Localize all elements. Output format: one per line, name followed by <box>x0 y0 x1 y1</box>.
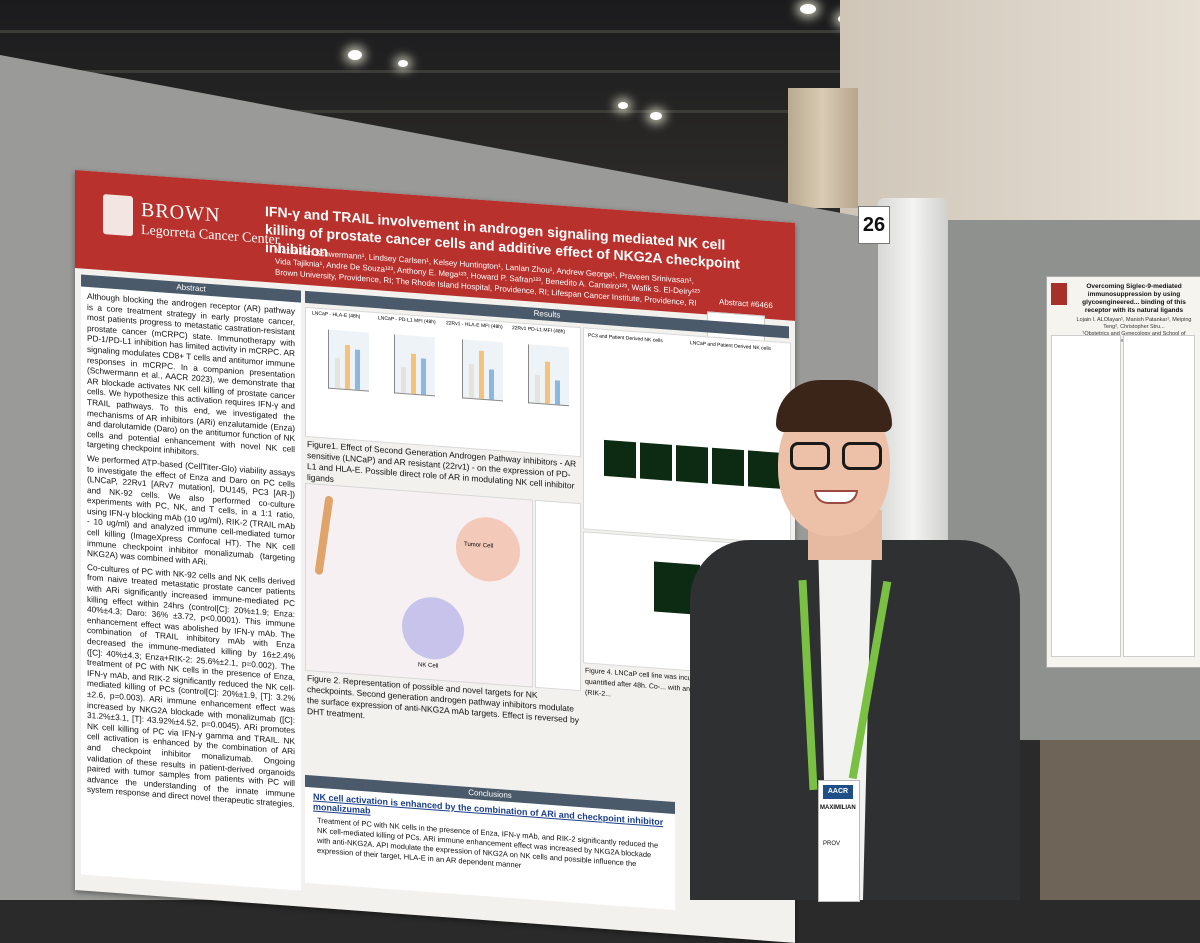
fig1-bar <box>355 349 360 390</box>
fig1-panel-title: LNCaP - PD-L1 MFI (48h) <box>378 315 436 326</box>
fig3-title: LNCaP and Patient Derived NK cells <box>690 340 772 353</box>
ceiling-light <box>618 102 628 109</box>
fig1-chart <box>528 344 569 407</box>
presenter: AACR MAXIMILIAN PROV <box>680 380 1040 902</box>
brown-shield-logo <box>103 194 133 237</box>
ceiling-beam <box>0 110 1200 113</box>
ceiling-beam <box>0 70 1200 73</box>
fig1-panel-title: LNCaP - HLA-E (48h) <box>312 310 361 320</box>
fig1-bar <box>545 361 550 404</box>
badge-affiliation: PROV <box>823 841 841 847</box>
neighbor-poster-text <box>1051 335 1121 657</box>
ceiling-beam <box>0 30 1200 33</box>
name-badge: AACR MAXIMILIAN PROV <box>818 780 860 902</box>
ceiling-light <box>398 60 408 67</box>
abstract-methods: We performed ATP-based (CellTiter-Glo) v… <box>87 452 295 568</box>
glasses-lens <box>790 442 830 470</box>
microscopy-image <box>640 442 672 481</box>
fig1-bar <box>469 363 474 399</box>
fig1-bar <box>421 358 426 395</box>
figure-3-side <box>535 499 581 692</box>
figure-1: LNCaP - HLA-E (48h) LNCaP - PD-L1 MFI (4… <box>305 306 581 458</box>
neighbor-poster-title: Overcoming Siglec-9-mediated immunosuppr… <box>1082 283 1186 314</box>
floor <box>1040 740 1200 900</box>
fig1-bar <box>345 344 350 390</box>
lanyard <box>798 579 892 791</box>
ceiling-light <box>348 50 362 60</box>
glasses-lens <box>842 442 882 470</box>
nk-cell-label: NK Cell <box>418 662 439 670</box>
fig1-panel-title: 22Rv1 PD-L1 MFI (48h) <box>512 325 566 335</box>
glasses-icon <box>790 442 886 472</box>
abstract-column: Abstract Although blocking the androgen … <box>81 274 301 891</box>
abstract-number: Abstract #6466 <box>719 297 773 311</box>
fig1-chart <box>462 339 503 402</box>
badge-name: MAXIMILIAN <box>820 805 856 811</box>
badge-org: AACR <box>823 785 853 799</box>
bone-icon <box>314 495 334 576</box>
fig1-bar <box>411 353 416 395</box>
university-shield-logo <box>1051 283 1067 305</box>
conclusions-box: Conclusions NK cell activation is enhanc… <box>305 774 675 911</box>
neighbor-poster-figures <box>1123 335 1195 657</box>
fig3-title: PC3 and Patient Derived NK cells <box>588 332 663 345</box>
fig1-bar <box>479 350 484 400</box>
neighbor-poster: Overcoming Siglec-9-mediated immunosuppr… <box>1046 276 1200 668</box>
pillar <box>788 88 858 208</box>
fig1-chart <box>394 334 435 397</box>
figure-2: Tumor Cell NK Cell <box>305 482 533 688</box>
fig1-bar <box>401 366 406 394</box>
fig1-bar <box>489 369 494 400</box>
hair <box>776 380 892 432</box>
booth-number: 26 <box>858 206 890 244</box>
ceiling-light <box>650 112 662 120</box>
ceiling-light <box>800 4 816 14</box>
fig1-bar <box>555 380 560 405</box>
abstract-results: Co-cultures of PC with NK-92 cells and N… <box>87 561 295 810</box>
fig1-chart <box>328 329 369 392</box>
neighbor-poster-authors: Lojain I. ALOlayan¹, Manish Patankar¹, M… <box>1076 317 1192 330</box>
microscopy-image <box>604 439 636 479</box>
fig1-bar <box>335 358 340 389</box>
abstract-intro: Although blocking the androgen receptor … <box>87 290 295 458</box>
abstract-text: Although blocking the androgen receptor … <box>81 286 301 814</box>
nk-cell <box>402 595 464 662</box>
fig1-bar <box>535 374 540 404</box>
fig1-panel-title: 22Rv1 - HLA-E MFI (48h) <box>446 320 503 331</box>
